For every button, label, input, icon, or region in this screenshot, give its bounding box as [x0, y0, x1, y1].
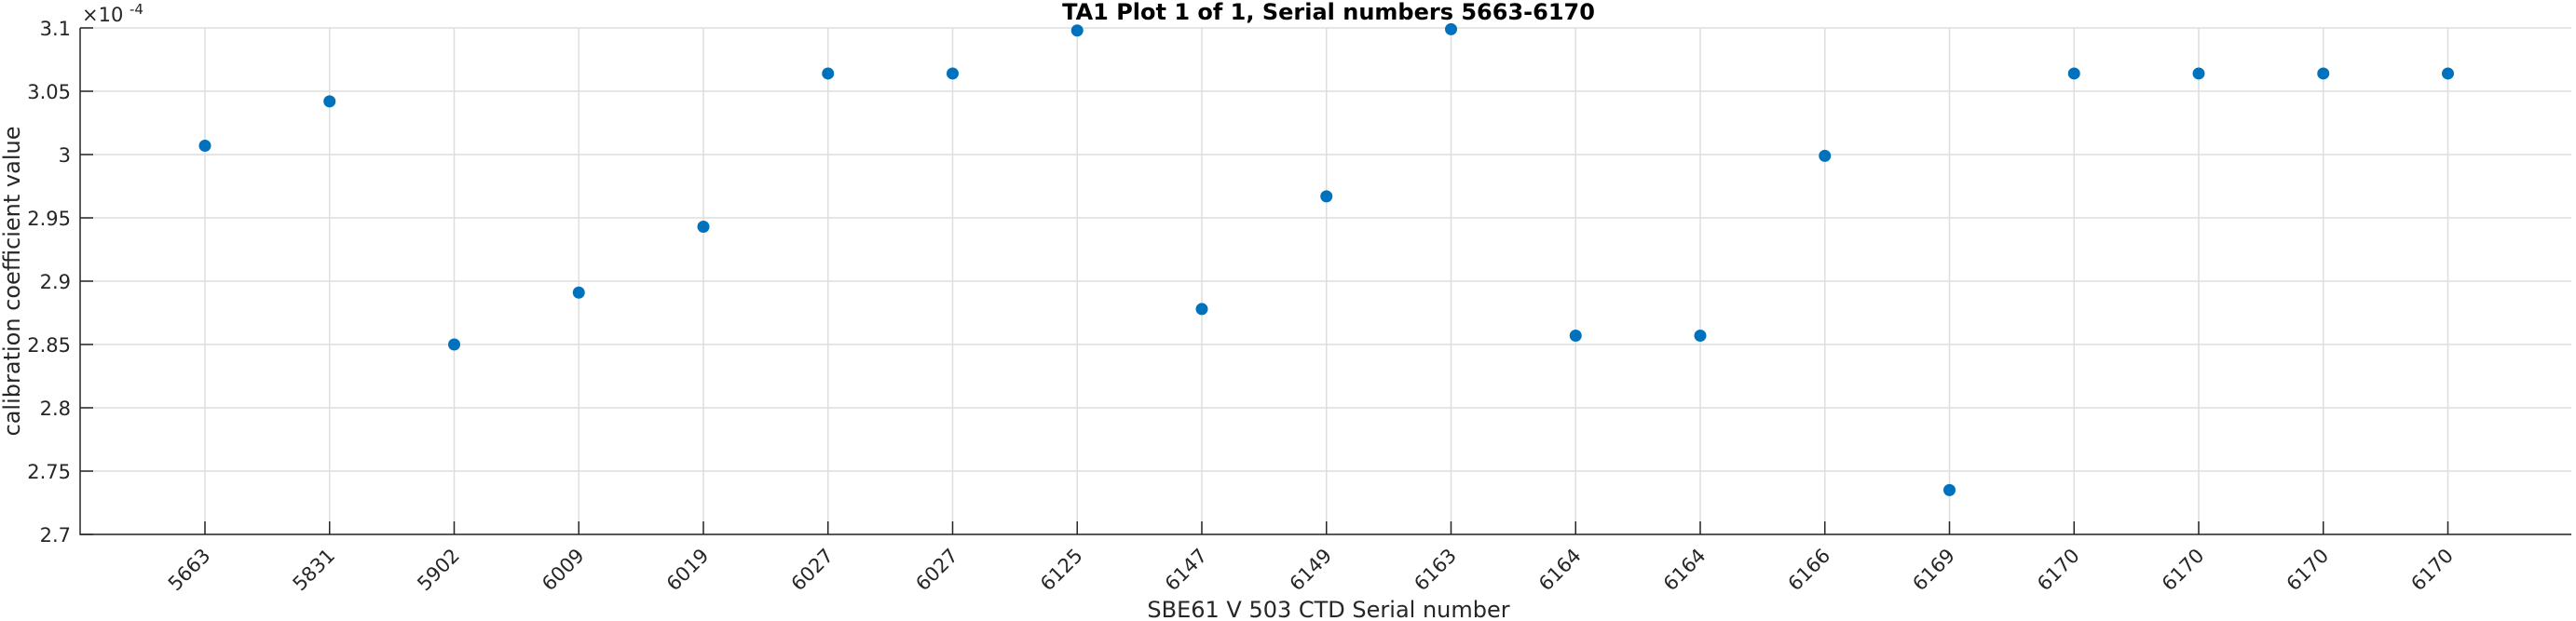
data-point — [1819, 149, 1832, 162]
x-tick-label: 6163 — [1410, 545, 1461, 596]
data-point — [1195, 303, 1208, 316]
x-tick-label: 6164 — [1534, 545, 1586, 596]
data-point — [1694, 329, 1707, 342]
y-tick-label: 2.95 — [27, 208, 71, 230]
chart-title: TA1 Plot 1 of 1, Serial numbers 5663-617… — [1062, 0, 1595, 25]
x-tick-label: 6170 — [2283, 545, 2334, 596]
y-axis-label: calibration coefficient value — [0, 127, 25, 437]
data-point — [822, 67, 835, 80]
data-point — [1569, 329, 1582, 342]
y-exponent-base: ×10 — [82, 4, 123, 26]
x-axis-label: SBE61 V 503 CTD Serial number — [1147, 597, 1509, 621]
x-tick-label: 5663 — [164, 545, 215, 596]
data-point — [323, 95, 336, 108]
x-tick-label: 6149 — [1286, 545, 1337, 596]
x-tick-label: 6169 — [1908, 545, 1959, 596]
x-tick-label: 6009 — [538, 545, 589, 596]
y-tick-label: 2.7 — [40, 524, 71, 547]
x-tick-label: 5902 — [413, 545, 464, 596]
x-tick-label: 6170 — [2158, 545, 2209, 596]
x-tick-label: 6019 — [662, 545, 714, 596]
y-tick-label: 3.1 — [40, 18, 71, 40]
data-point — [2067, 67, 2080, 80]
x-tick-label: 6170 — [2406, 545, 2458, 596]
x-tick-label: 5831 — [289, 545, 340, 596]
point-layer — [198, 22, 2454, 496]
y-tick-label: 3.05 — [27, 81, 71, 103]
y-tick-label: 2.8 — [40, 398, 71, 420]
data-point — [1445, 22, 1457, 35]
x-tick-label: 6166 — [1784, 545, 1835, 596]
x-tick-label: 6027 — [787, 545, 838, 596]
y-exponent-label: ×10 -4 — [82, 1, 143, 26]
y-tick-label: 3 — [59, 144, 71, 167]
data-point — [947, 67, 959, 80]
data-point — [198, 139, 211, 152]
data-point — [448, 338, 460, 351]
x-tick-label: 6027 — [911, 545, 962, 596]
x-tick-label: 6164 — [1659, 545, 1711, 596]
data-point — [2317, 67, 2330, 80]
grid-layer — [80, 27, 2571, 535]
y-tick-label: 2.85 — [27, 334, 71, 357]
x-tick-label: 6147 — [1161, 545, 1212, 596]
data-point — [1943, 483, 1956, 496]
data-point — [2442, 67, 2454, 80]
x-tick-label: 6125 — [1036, 545, 1087, 596]
data-point — [572, 286, 585, 299]
axes-frame — [79, 28, 2571, 535]
y-tick-label: 2.75 — [27, 461, 71, 483]
x-tick-label: 6170 — [2033, 545, 2084, 596]
y-tick-label: 2.9 — [40, 271, 71, 293]
data-point — [1070, 24, 1084, 37]
data-point — [697, 221, 710, 234]
y-exponent-power: -4 — [129, 1, 143, 18]
data-point — [2192, 67, 2205, 80]
data-point — [1320, 190, 1333, 203]
